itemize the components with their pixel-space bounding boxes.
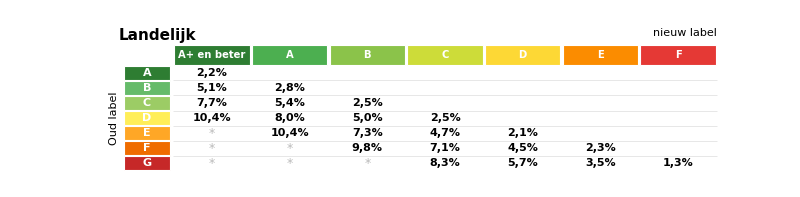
Text: *: * bbox=[209, 157, 215, 170]
Text: B: B bbox=[364, 50, 371, 60]
Bar bbox=[123, 96, 170, 110]
Text: 5,7%: 5,7% bbox=[507, 158, 538, 168]
Text: 2,3%: 2,3% bbox=[585, 143, 616, 153]
Text: 8,3%: 8,3% bbox=[430, 158, 461, 168]
Text: 3,5%: 3,5% bbox=[585, 158, 616, 168]
Text: Landelijk: Landelijk bbox=[118, 28, 196, 43]
Text: 4,5%: 4,5% bbox=[507, 143, 538, 153]
Text: *: * bbox=[209, 142, 215, 155]
Text: A: A bbox=[142, 68, 151, 78]
Bar bbox=[123, 111, 170, 125]
Text: Oud label: Oud label bbox=[109, 91, 118, 145]
Text: F: F bbox=[143, 143, 150, 153]
Text: 2,2%: 2,2% bbox=[197, 68, 227, 78]
Text: 5,1%: 5,1% bbox=[197, 83, 227, 93]
Text: nieuw label: nieuw label bbox=[653, 28, 717, 38]
Text: B: B bbox=[142, 83, 151, 93]
Text: D: D bbox=[518, 50, 527, 60]
Bar bbox=[123, 66, 170, 80]
Text: C: C bbox=[442, 50, 449, 60]
Text: 9,8%: 9,8% bbox=[352, 143, 383, 153]
Text: E: E bbox=[143, 128, 150, 138]
Text: G: G bbox=[142, 158, 151, 168]
Text: F: F bbox=[674, 50, 682, 60]
Bar bbox=[641, 45, 716, 65]
Text: 10,4%: 10,4% bbox=[193, 113, 231, 123]
Text: 1,3%: 1,3% bbox=[662, 158, 694, 168]
Bar bbox=[252, 45, 327, 65]
Text: C: C bbox=[142, 98, 151, 108]
Text: 2,5%: 2,5% bbox=[430, 113, 461, 123]
Bar bbox=[407, 45, 482, 65]
Text: 7,3%: 7,3% bbox=[352, 128, 382, 138]
Text: 2,5%: 2,5% bbox=[352, 98, 382, 108]
Text: A+ en beter: A+ en beter bbox=[178, 50, 246, 60]
Bar bbox=[123, 81, 170, 95]
Text: 5,4%: 5,4% bbox=[274, 98, 305, 108]
Bar bbox=[123, 141, 170, 155]
Text: 4,7%: 4,7% bbox=[430, 128, 461, 138]
Bar bbox=[562, 45, 638, 65]
Text: 7,7%: 7,7% bbox=[197, 98, 227, 108]
Text: 5,0%: 5,0% bbox=[352, 113, 382, 123]
Text: 7,1%: 7,1% bbox=[430, 143, 461, 153]
Text: *: * bbox=[209, 127, 215, 140]
Text: 10,4%: 10,4% bbox=[270, 128, 309, 138]
Bar bbox=[123, 126, 170, 140]
Text: D: D bbox=[142, 113, 151, 123]
Text: A: A bbox=[286, 50, 294, 60]
Bar bbox=[174, 45, 250, 65]
Text: *: * bbox=[286, 157, 293, 170]
Bar bbox=[485, 45, 560, 65]
Text: 8,0%: 8,0% bbox=[274, 113, 305, 123]
Text: E: E bbox=[597, 50, 604, 60]
Bar bbox=[330, 45, 405, 65]
Text: 2,1%: 2,1% bbox=[507, 128, 538, 138]
Text: 2,8%: 2,8% bbox=[274, 83, 305, 93]
Text: *: * bbox=[286, 142, 293, 155]
Text: *: * bbox=[364, 157, 370, 170]
Bar bbox=[123, 156, 170, 170]
